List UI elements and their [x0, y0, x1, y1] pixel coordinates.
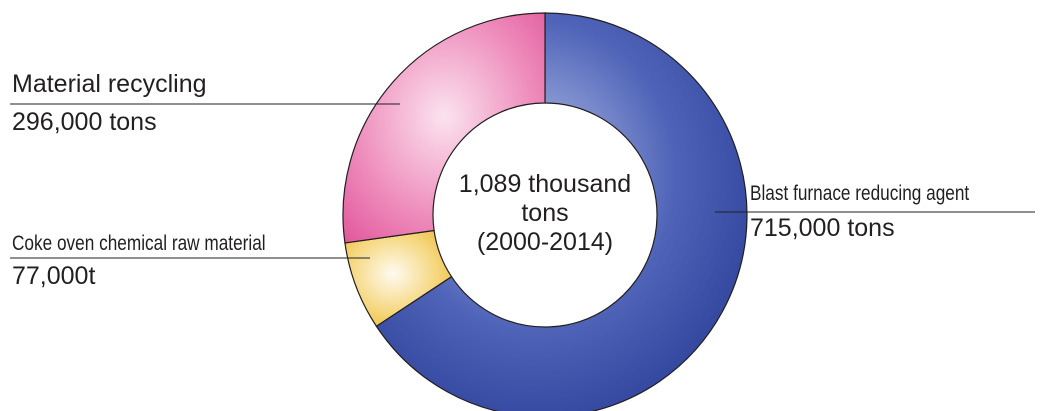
slice-value-blast-furnace: 715,000 tons — [750, 214, 895, 242]
leader-lines — [10, 103, 1035, 259]
center-label-line-3: (2000-2014) — [476, 228, 614, 256]
slice-value-material-recycling: 296,000 tons — [12, 108, 157, 136]
center-label-line-1: 1,089 thousand — [458, 170, 632, 198]
donut-slices — [342, 12, 748, 411]
slice-material-recycling — [342, 12, 546, 244]
slice-label-material-recycling: Material recycling — [12, 70, 207, 98]
slice-label-blast-furnace: Blast furnace reducing agent — [750, 182, 970, 205]
center-label-line-2: tons — [521, 199, 569, 227]
slice-value-coke-oven: 77,000t — [12, 262, 96, 290]
donut-center-label: 1,089 thousand tons (2000-2014) — [420, 170, 670, 257]
slice-label-coke-oven: Coke oven chemical raw material — [12, 232, 266, 255]
slice-blast-furnace — [375, 12, 748, 411]
